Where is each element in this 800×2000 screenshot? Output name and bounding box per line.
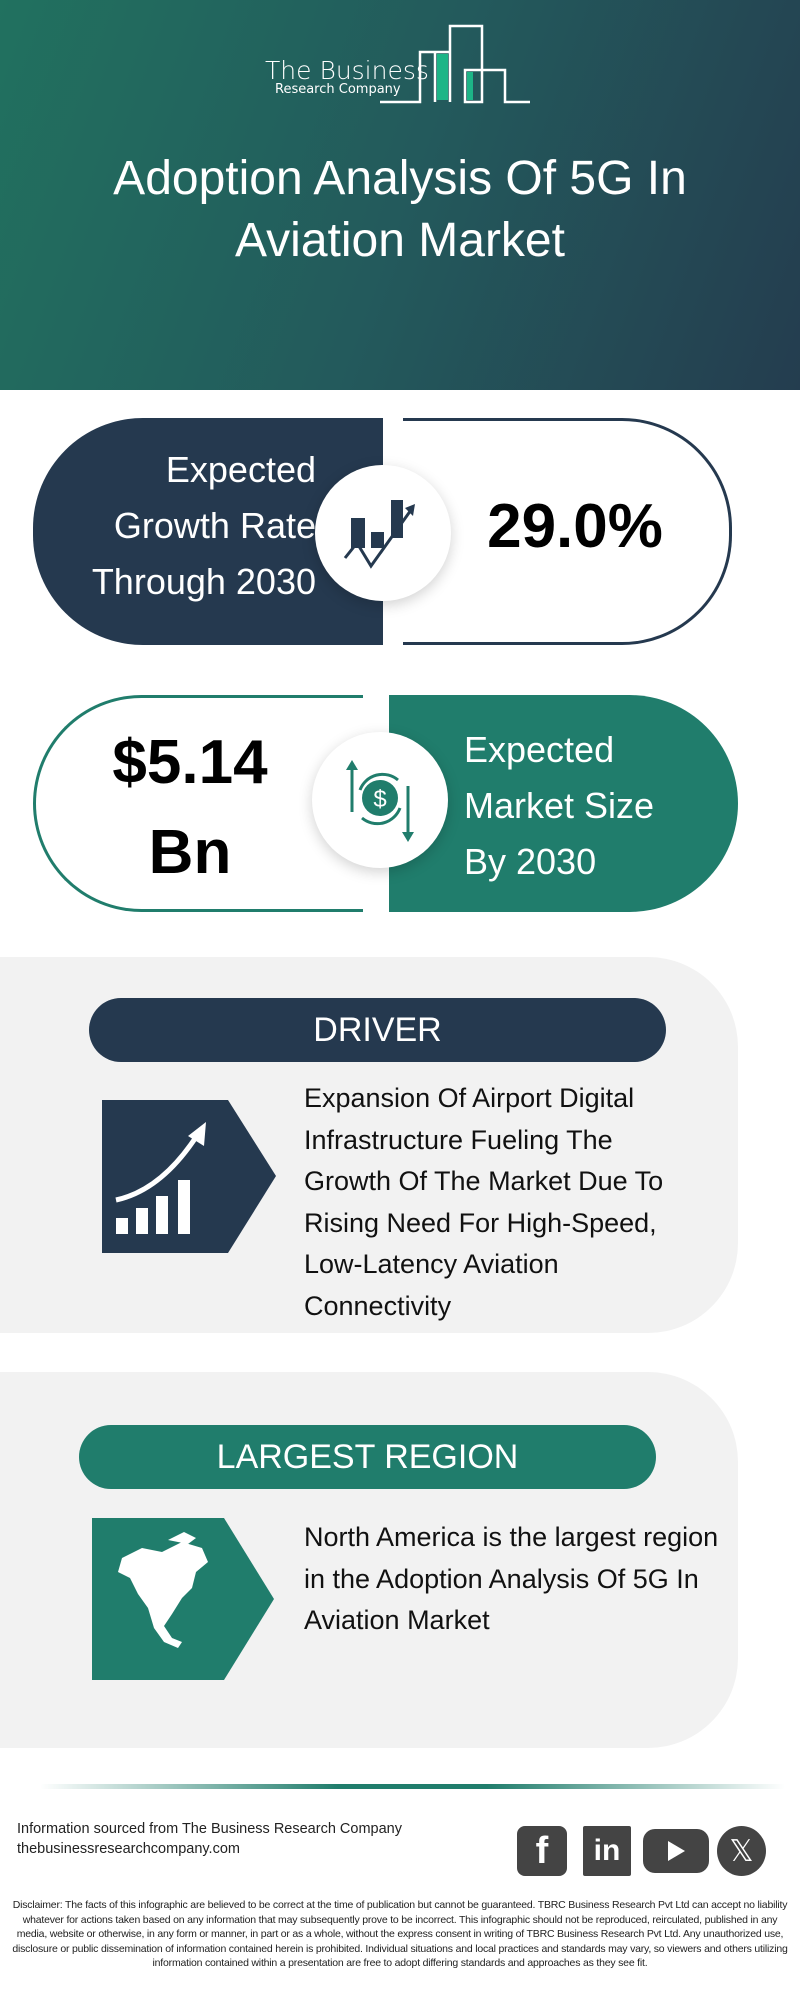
market-size-value-line: Bn [148, 818, 232, 887]
market-size-value-panel [33, 695, 363, 912]
growth-rate-value: 29.0% [487, 492, 663, 561]
region-heading: LARGEST REGION [79, 1425, 656, 1489]
logo-text-line2: Research Company [275, 82, 401, 97]
footer-divider [40, 1784, 785, 1789]
x-icon[interactable]: 𝕏 [717, 1826, 766, 1876]
growth-label-line: Through 2030 [91, 561, 316, 602]
driver-text: Expansion Of Airport Digital Infrastruct… [304, 1083, 664, 1321]
facebook-icon[interactable]: f [517, 1826, 567, 1876]
logo-buildings-icon [380, 24, 530, 104]
market-size-label-line: Market Size [464, 785, 655, 826]
dollar-cycle-icon: $ [346, 760, 414, 842]
market-size-label: Expected Market Size By 2030 [464, 722, 654, 890]
market-size-label-line: Expected [464, 729, 615, 770]
source-text: Information sourced from The Business Re… [17, 1821, 402, 1837]
disclaimer: Disclaimer: The facts of this infographi… [12, 1899, 788, 1969]
rising-bars-icon [102, 1100, 276, 1253]
header-banner: The Business Research Company Adoption A… [0, 0, 800, 390]
driver-heading: DRIVER [89, 998, 666, 1062]
youtube-icon[interactable] [643, 1829, 709, 1873]
page-title: Adoption Analysis Of 5G In Aviation Mark… [113, 152, 687, 267]
linkedin-icon[interactable]: in [583, 1826, 631, 1876]
market-size-icon-circle: $ [312, 732, 448, 868]
logo-text-line1: The Business [265, 56, 429, 85]
growth-label-line: Growth Rate [113, 505, 316, 546]
growth-chart-icon [343, 500, 415, 569]
north-america-map-icon [92, 1518, 274, 1680]
growth-value-panel [403, 418, 732, 645]
region-text: North America is the largest region in t… [304, 1522, 719, 1635]
market-size-label-line: By 2030 [464, 841, 597, 882]
market-size-value-line: $5.14 [112, 728, 268, 797]
svg-text:$: $ [373, 786, 386, 813]
growth-icon-circle [315, 465, 451, 601]
market-size-value: $5.14 Bn [80, 718, 300, 898]
growth-label-line: Expected [165, 449, 316, 490]
growth-label: Expected Growth Rate Through 2030 [60, 442, 316, 610]
website-link[interactable]: thebusinessresearchcompany.com [17, 1841, 240, 1857]
